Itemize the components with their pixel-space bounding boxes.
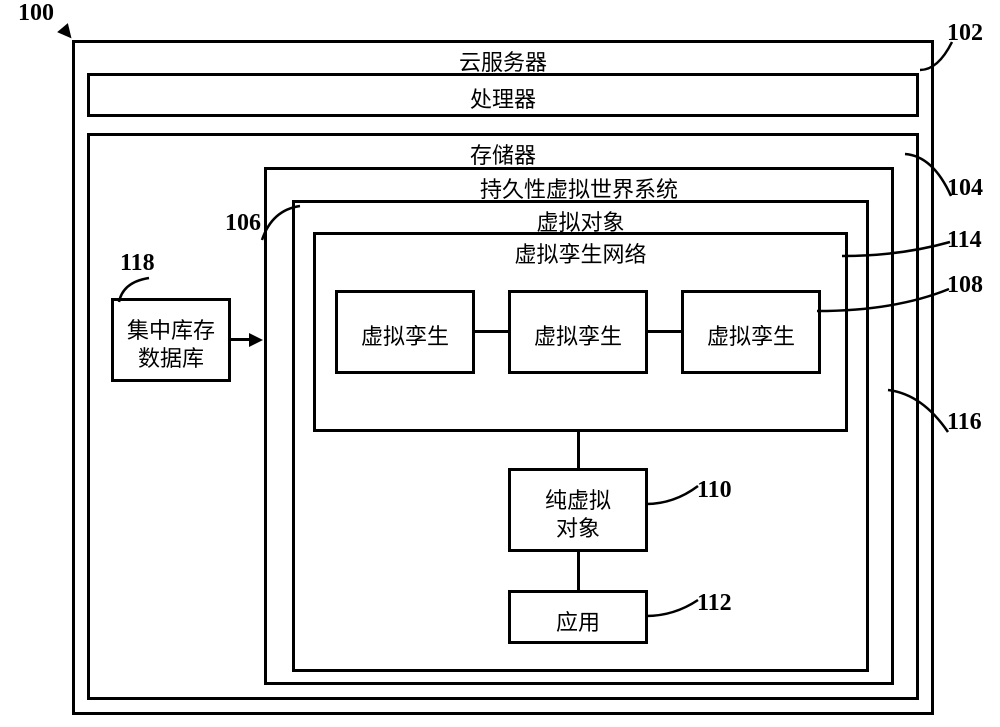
box-inventory: 集中库存 数据库 [111,298,231,382]
box-pure-vobj: 纯虚拟 对象 [508,468,648,552]
conn-twin-2-3 [648,330,681,333]
vtwin-2-label: 虚拟孪生 [511,319,645,351]
box-vtwin-2: 虚拟孪生 [508,290,648,374]
vtwin-1-label: 虚拟孪生 [338,319,472,351]
ref-112: 112 [697,590,732,617]
leader-114 [840,238,952,258]
ref-108: 108 [947,272,983,299]
ref-116: 116 [947,409,982,436]
leader-108 [815,285,951,315]
vtwin-3-label: 虚拟孪生 [684,319,818,351]
box-app: 应用 [508,590,648,644]
diagram-canvas: 100 云服务器 处理器 存储器 持久性虚拟世界系统 虚拟对象 虚拟孪生网络 虚… [0,0,1000,727]
inventory-l2: 数据库 [114,341,228,373]
pure-vobj-l2: 对象 [511,511,645,543]
title-memory: 存储器 [90,138,916,170]
box-vtwin-3: 虚拟孪生 [681,290,821,374]
ref-106: 106 [225,210,261,237]
ref-114: 114 [947,227,982,254]
conn-pure-app [577,552,580,590]
leader-106 [258,204,302,244]
conn-inv-pvws [231,338,251,341]
ref-110: 110 [697,477,732,504]
leader-116 [886,388,952,444]
leader-102 [918,36,954,72]
box-processor: 处理器 [87,73,919,117]
leader-112 [644,594,702,620]
title-app: 应用 [511,605,645,637]
leader-104 [903,152,953,208]
leader-110 [644,480,702,508]
box-vtwin-1: 虚拟孪生 [335,290,475,374]
ref-118: 118 [120,250,155,277]
ref-100: 100 [18,0,54,27]
title-vtwin-net: 虚拟孪生网络 [316,237,845,269]
title-processor: 处理器 [90,82,916,114]
conn-net-pure [577,432,580,468]
conn-twin-1-2 [475,330,508,333]
arrow-inv-pvws [249,333,263,347]
leader-118 [117,274,151,304]
